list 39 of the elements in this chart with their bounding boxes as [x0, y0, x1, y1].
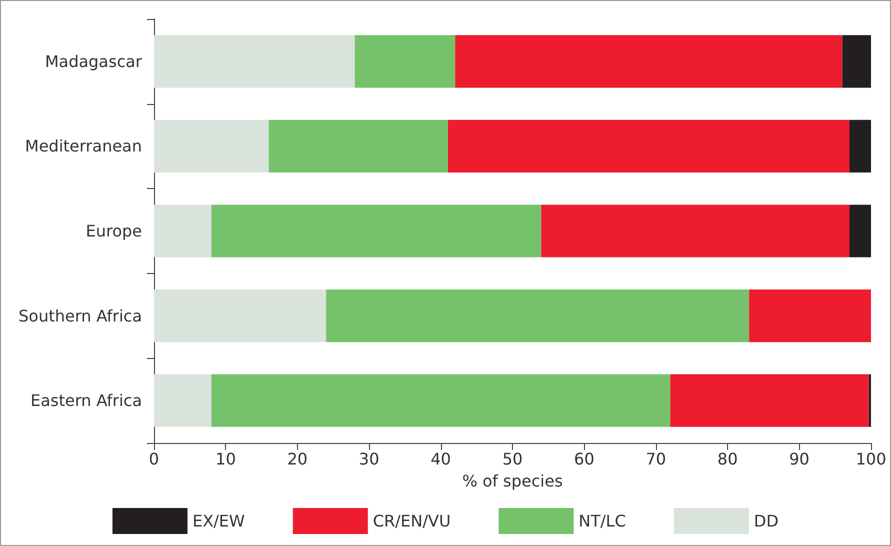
bar [749, 290, 871, 342]
legend-label: CR/EN/VU [372, 512, 451, 530]
bar [268, 120, 448, 172]
y-tick-label: Mediterranean [25, 136, 142, 156]
legend-label: NT/LC [578, 512, 626, 530]
x-tick-label: 60 [574, 450, 594, 468]
y-tick-label: Southern Africa [18, 306, 142, 326]
bar [211, 374, 670, 427]
legend-label: DD [754, 512, 779, 530]
bar [670, 374, 869, 427]
bar [326, 290, 750, 342]
y-tick-label: Europe [86, 222, 142, 240]
legend-label: EX/EW [192, 512, 246, 530]
bar [541, 204, 850, 258]
bar [154, 374, 212, 427]
bar [849, 204, 871, 258]
x-tick-label: 90 [789, 450, 810, 468]
bar [849, 120, 871, 172]
x-tick-label: 50 [502, 450, 523, 468]
bar [455, 35, 842, 88]
bar [154, 120, 269, 172]
x-tick-label: 100 [856, 450, 886, 468]
x-tick-label: 70 [646, 450, 666, 468]
x-axis-title: % of species [462, 472, 563, 490]
y-tick-label: Madagascar [44, 52, 142, 71]
y-tick-label: Eastern Africa [30, 391, 142, 410]
bar [211, 204, 542, 258]
bar [842, 35, 871, 88]
x-tick-label: 40 [430, 450, 451, 468]
bar [154, 35, 355, 88]
x-tick-label: 20 [287, 450, 308, 468]
bar [154, 290, 326, 342]
x-tick-label: 80 [717, 450, 738, 468]
bar [154, 204, 212, 258]
bar [354, 35, 456, 88]
x-tick-label: 10 [216, 450, 236, 468]
x-tick-label: 30 [358, 450, 380, 468]
bar [448, 120, 850, 172]
x-tick-label: 0 [148, 450, 160, 468]
